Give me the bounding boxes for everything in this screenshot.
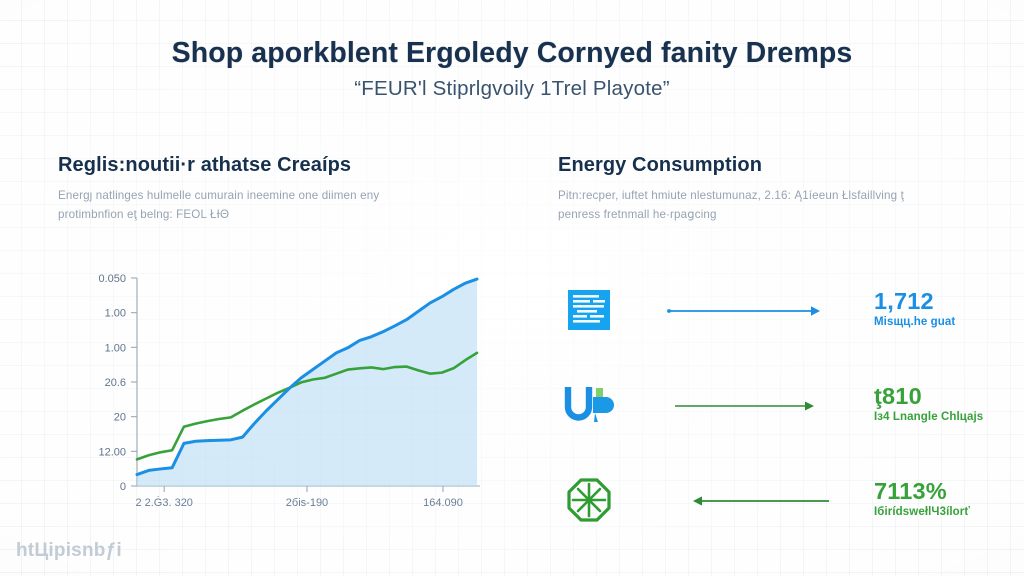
x-tick-label: 164.090: [423, 497, 463, 509]
area-line-chart: 0.050 1.00 1.00 20.6 20 12.00 0 2 2.Ġ3. 320 2бi…: [40, 262, 490, 512]
left-panel-description: Energȷ natlinges hulmelle cumurain ineem…: [58, 189, 380, 222]
arrow-right-icon: [620, 399, 870, 413]
left-panel: Reglis:noutii·r athatse Creaíps Energȷ n…: [58, 154, 488, 224]
metric-label: ІбirídswełlЧ3ílorť: [874, 506, 970, 519]
right-panel-title: Energy Consumption: [558, 154, 763, 176]
metric-value: 1,712: [874, 287, 934, 314]
y-tick-label: 0: [120, 481, 126, 493]
y-tick-label: 0.050: [98, 273, 126, 285]
x-tick-label: 2бiѕ-190: [286, 497, 328, 509]
metric-text: ţ810 Із4 Lnangle Chlцaјѕ: [870, 382, 998, 425]
metric-row[interactable]: 7113% ІбirídswełlЧ3ílorť: [558, 452, 998, 547]
server-rack-icon: [558, 281, 620, 339]
page-subtitle: “FEUR'l Stiprlgvoily 1Trel Playote”: [354, 77, 670, 101]
y-tick-label: 1.00: [105, 342, 126, 354]
arrow-right-icon: [620, 304, 870, 318]
metric-value: ţ810: [874, 382, 922, 409]
y-tick-label: 12.00: [98, 446, 126, 458]
metric-value: 7113%: [874, 477, 947, 504]
chart-y-axis: 0.050 1.00 1.00 20.6 20 12.00 0: [98, 273, 137, 493]
metric-row[interactable]: 1,712 Miѕщц.he guat: [558, 262, 998, 357]
chart-line-green: [135, 351, 479, 461]
y-tick-label: 20.6: [105, 377, 126, 389]
arrow-left-icon: [620, 494, 870, 508]
metric-row[interactable]: ţ810 Із4 Lnangle Chlцaјѕ: [558, 357, 998, 452]
y-tick-label: 1.00: [105, 308, 126, 320]
page-title: Shop aporkblent Ergoledy Cornyed fanity …: [171, 37, 853, 69]
metric-label: Із4 Lnangle Chlцaјѕ: [874, 411, 984, 424]
wind-turbine-octagon-icon: [558, 471, 620, 529]
chart-svg: 0.050 1.00 1.00 20.6 20 12.00 0 2 2.Ġ3. 320 2бi…: [98, 273, 480, 509]
header: Shop aporkblent Ergoledy Cornyed fanity …: [0, 37, 1024, 101]
metric-text: 1,712 Miѕщц.he guat: [870, 287, 998, 330]
metrics-list: 1,712 Miѕщц.he guat ţ810 Із4 Lnangle Chl…: [558, 262, 998, 547]
footer-watermark: htЦipisnbƒi: [16, 540, 122, 561]
left-panel-title: Reglis:noutii·r athatse Creaíps: [58, 154, 352, 176]
metric-text: 7113% ІбirídswełlЧ3ílorť: [870, 477, 998, 520]
right-panel: Energy Consumption Pitn:recper, iuftet h…: [558, 154, 988, 224]
right-panel-description: Pitn:recper, iuftet hmiute nlestumunaz, …: [558, 189, 904, 222]
y-tick-label: 20: [114, 412, 126, 424]
water-drop-u-icon: [558, 376, 620, 434]
metric-label: Miѕщц.he guat: [874, 316, 956, 329]
chart-line-blue: [135, 277, 479, 477]
x-tick-label: 2 2.Ġ3. 320: [135, 496, 193, 509]
chart-area-fill-blue: [137, 279, 477, 486]
chart-x-axis: 2 2.Ġ3. 320 2бiѕ-190 164.090: [135, 486, 463, 509]
